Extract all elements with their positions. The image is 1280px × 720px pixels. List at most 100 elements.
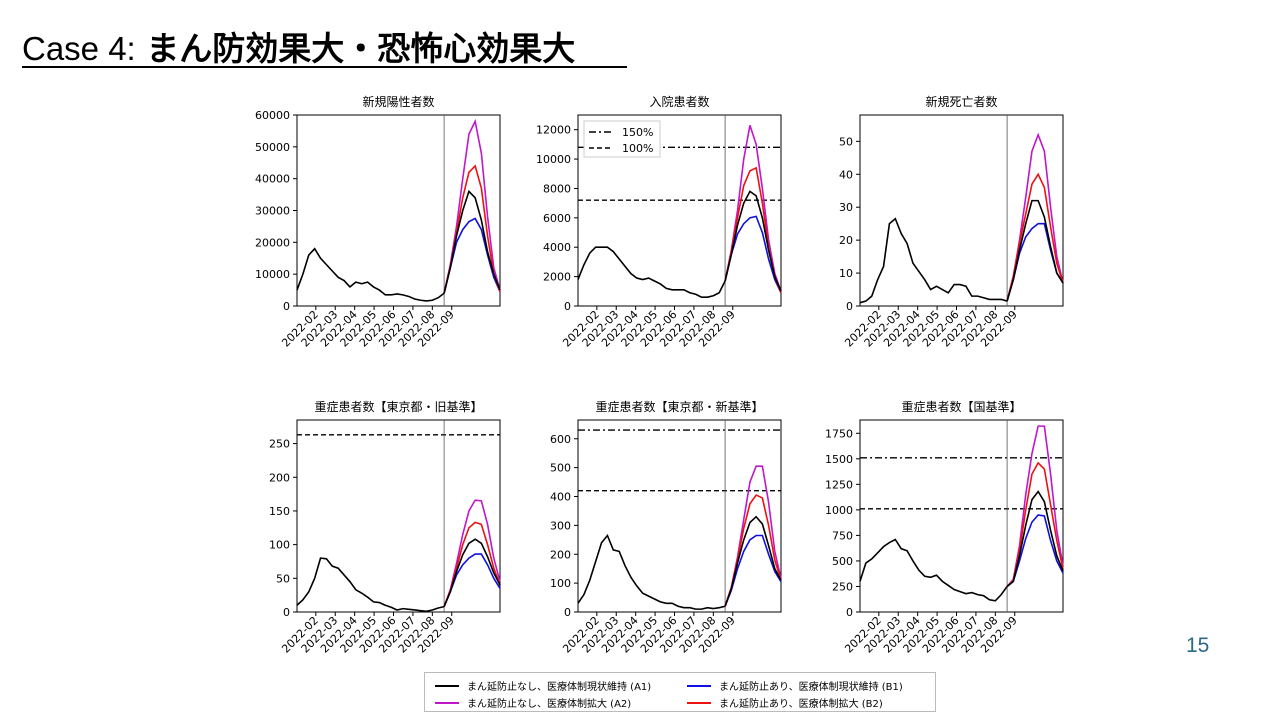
legend-swatch-A2	[435, 701, 459, 704]
y-tick-label: 50000	[255, 141, 290, 154]
chart-6: 重症患者数【国基準】025050075010001250150017502022…	[825, 399, 1064, 656]
y-tick-label: 300	[550, 519, 571, 532]
plot-frame	[296, 114, 501, 307]
chart-2: 入院患者数0200040006000800010000120002022-022…	[536, 94, 782, 350]
y-tick-label: 0	[283, 300, 290, 313]
reference-legend-box	[583, 120, 661, 158]
y-tick-label: 500	[832, 555, 853, 568]
chart-4: 重症患者数【東京都・旧基準】0501001502002502022-022022…	[269, 399, 501, 656]
chart-title: 重症患者数【東京都・新基準】	[595, 399, 763, 414]
y-tick-label: 750	[832, 529, 853, 542]
legend-item-B2: まん延防止あり、医療体制拡大 (B2)	[687, 695, 883, 710]
plot-frame	[296, 419, 501, 613]
y-tick-label: 1000	[825, 504, 853, 517]
chart-1: 新規陽性者数0100002000030000400005000060000202…	[255, 94, 501, 350]
y-tick-label: 100	[269, 539, 290, 552]
series-A1-line	[724, 190, 782, 292]
chart-3: 新規死亡者数010203040502022-022022-032022-0420…	[839, 94, 1064, 350]
y-tick-label: 20000	[255, 236, 290, 249]
y-tick-label: 50	[839, 135, 853, 148]
y-tick-label: 10000	[255, 268, 290, 281]
plot-frame	[577, 419, 782, 613]
series-B2-line	[443, 164, 501, 294]
y-tick-label: 250	[832, 580, 853, 593]
legend-swatch-B1	[687, 684, 711, 687]
series-A2-line	[443, 499, 501, 607]
series-A1-line	[443, 538, 501, 607]
y-tick-label: 30	[839, 201, 853, 214]
legend-label-B2: まん延防止あり、医療体制拡大 (B2)	[719, 699, 883, 710]
y-tick-label: 1250	[825, 478, 853, 491]
y-tick-label: 500	[550, 462, 571, 475]
series-A2-line	[1006, 132, 1064, 302]
series-B1-line	[724, 534, 782, 607]
series-A1-line	[724, 515, 782, 607]
y-tick-label: 40000	[255, 173, 290, 186]
plot-frame	[859, 114, 1064, 307]
reference-legend-label: 150%	[622, 126, 653, 139]
y-tick-label: 2000	[543, 271, 571, 284]
y-tick-label: 60000	[255, 109, 290, 122]
series-B2-line	[724, 494, 782, 607]
y-tick-label: 0	[846, 606, 853, 619]
y-tick-label: 30000	[255, 205, 290, 218]
chart-title: 新規死亡者数	[925, 94, 997, 109]
y-tick-label: 200	[269, 471, 290, 484]
legend-swatch-A1	[435, 684, 459, 687]
y-tick-label: 250	[269, 438, 290, 451]
y-tick-label: 0	[846, 300, 853, 313]
y-tick-label: 12000	[536, 124, 571, 137]
y-tick-label: 10000	[536, 153, 571, 166]
y-tick-label: 4000	[543, 241, 571, 254]
y-tick-label: 10	[839, 267, 853, 280]
series-history-line	[296, 557, 445, 613]
y-tick-label: 50	[276, 572, 290, 585]
series-B2-line	[1006, 172, 1064, 302]
series-A2-line	[1006, 425, 1064, 587]
series-B2-line	[443, 521, 501, 607]
y-tick-label: 0	[564, 300, 571, 313]
title-underline	[22, 66, 627, 68]
series-history-line	[577, 246, 726, 298]
series-history-line	[577, 533, 726, 610]
legend-label-A2: まん延防止なし、医療体制拡大 (A2)	[467, 699, 632, 710]
series-history-line	[859, 217, 1008, 304]
legend-item-B1: まん延防止あり、医療体制現状維持 (B1)	[687, 678, 903, 693]
series-B2-line	[1006, 461, 1064, 588]
legend-label-A1: まん延防止なし、医療体制現状維持 (A1)	[467, 682, 652, 693]
series-A1-line	[1006, 490, 1064, 588]
slide-title-case: Case 4:	[22, 30, 136, 67]
y-tick-label: 600	[550, 433, 571, 446]
y-tick-label: 8000	[543, 182, 571, 195]
y-tick-label: 100	[550, 577, 571, 590]
series-history-line	[296, 247, 445, 302]
y-tick-label: 40	[839, 168, 853, 181]
y-tick-label: 6000	[543, 212, 571, 225]
chart-legend: まん延防止なし、医療体制現状維持 (A1) まん延防止あり、医療体制現状維持 (…	[424, 672, 936, 712]
plot-frame	[577, 114, 782, 307]
series-A1-line	[1006, 199, 1064, 302]
series-A1-line	[443, 189, 501, 294]
y-tick-label: 0	[283, 606, 290, 619]
reference-legend-label: 100%	[622, 142, 653, 155]
y-tick-label: 20	[839, 234, 853, 247]
page-number: 15	[1186, 634, 1210, 657]
slide-title: Case 4: まん防効果大・恐怖心効果大	[22, 22, 575, 70]
y-tick-label: 200	[550, 548, 571, 561]
series-B1-line	[724, 215, 782, 294]
series-history-line	[859, 538, 1008, 602]
y-tick-label: 0	[564, 606, 571, 619]
slide-title-main: まん防効果大・恐怖心効果大	[146, 29, 576, 68]
chart-title: 重症患者数【東京都・旧基準】	[314, 399, 482, 414]
chart-title: 重症患者数【国基準】	[901, 399, 1021, 414]
y-tick-label: 150	[269, 505, 290, 518]
chart-title: 入院患者数	[649, 94, 709, 109]
y-tick-label: 400	[550, 491, 571, 504]
chart-title: 新規陽性者数	[362, 94, 434, 109]
y-tick-label: 1750	[825, 427, 853, 440]
legend-item-A2: まん延防止なし、医療体制拡大 (A2)	[435, 695, 631, 710]
legend-item-A1: まん延防止なし、医療体制現状維持 (A1)	[435, 678, 651, 693]
plot-frame	[859, 419, 1064, 613]
legend-label-B1: まん延防止あり、医療体制現状維持 (B1)	[719, 682, 903, 693]
